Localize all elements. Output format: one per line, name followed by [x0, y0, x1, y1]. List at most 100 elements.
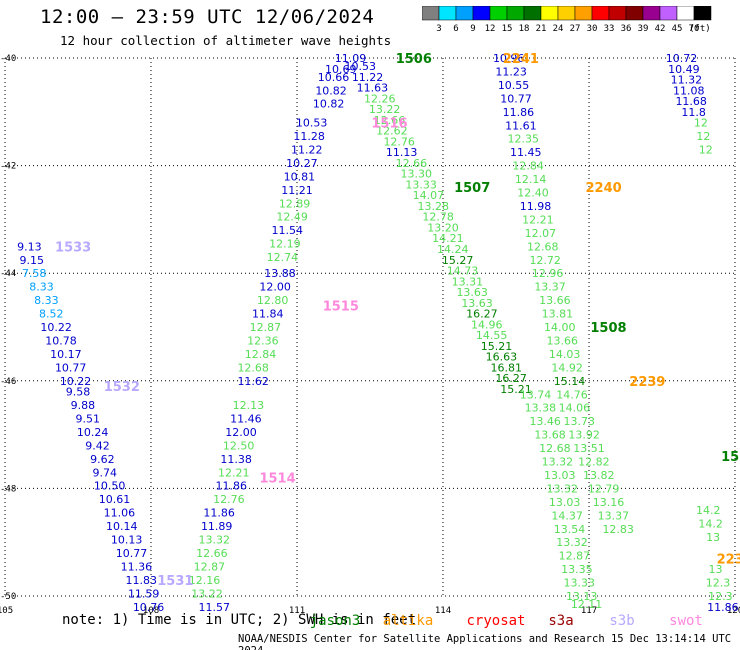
wave-height-value: 13.03 — [549, 496, 581, 509]
pass-label: 1533 — [55, 240, 91, 255]
wave-height-value: 15.27 — [442, 254, 474, 267]
wave-height-value: 12.76 — [213, 493, 245, 506]
wave-height-value: 13.32 — [542, 456, 574, 469]
wave-height-value: 13 — [709, 563, 723, 576]
wave-height-value: 13.51 — [573, 442, 605, 455]
wave-height-value: 13.46 — [529, 415, 561, 428]
color-scale-swatch — [693, 6, 712, 21]
wave-height-value: 11.32 — [671, 74, 703, 87]
wave-height-value: 12.76 — [383, 135, 415, 148]
wave-height-value: 12.87 — [250, 321, 282, 334]
wave-height-value: 14.21 — [432, 232, 464, 245]
wave-height-value: 13.66 — [539, 294, 571, 307]
wave-height-value: 12.11 — [571, 598, 603, 611]
satellite-legend-item: cryosat — [466, 613, 525, 629]
y-tick-label: -44 — [0, 269, 16, 279]
wave-height-value: 10.14 — [106, 520, 138, 533]
wave-height-value: 13.63 — [456, 286, 488, 299]
wave-height-value: 13.81 — [542, 308, 574, 321]
wave-height-value: 12.74 — [267, 251, 299, 264]
wave-height-value: 14.2 — [698, 517, 723, 530]
wave-height-value: 11.28 — [293, 130, 325, 143]
wave-height-value: 14.00 — [544, 321, 576, 334]
wave-height-value: 12.14 — [515, 173, 547, 186]
wave-height-value: 12.89 — [279, 197, 311, 210]
wave-height-value: 12.66 — [196, 547, 228, 560]
wave-height-value: 10.53 — [296, 117, 328, 130]
wave-height-value: 11.22 — [291, 143, 323, 156]
color-scale-tick: 9 — [470, 24, 475, 34]
wave-height-value: 16.81 — [491, 361, 523, 374]
wave-height-value: 11.68 — [675, 95, 707, 108]
color-scale-tick: 45 — [672, 24, 683, 34]
wave-height-value: 13.37 — [598, 509, 630, 522]
wave-height-value: 11.86 — [503, 106, 535, 119]
wave-height-value: 10.78 — [45, 334, 77, 347]
wave-height-value: 13.74 — [520, 388, 552, 401]
color-scale-unit: (ft) — [689, 24, 711, 34]
wave-height-value: 10.82 — [313, 98, 345, 111]
satellite-legend-item: altika — [383, 613, 434, 629]
wave-height-value: 9.88 — [71, 399, 96, 412]
satellite-legend-item: swot — [669, 613, 703, 629]
wave-height-value: 12.68 — [527, 240, 559, 253]
wave-height-value: 9.13 — [17, 240, 42, 253]
wave-height-value: 11.22 — [352, 71, 384, 84]
wave-height-value: 13.13 — [566, 590, 598, 603]
wave-height-value: 13.82 — [583, 469, 615, 482]
wave-height-value: 12.66 — [396, 157, 428, 170]
wave-height-value: 16.27 — [495, 372, 527, 385]
wave-height-value: 10.24 — [77, 426, 109, 439]
wave-height-value: 12 — [696, 130, 710, 143]
wave-height-value: 12.87 — [559, 550, 591, 563]
wave-height-value: 10.17 — [50, 348, 82, 361]
color-scale-tick: 39 — [638, 24, 649, 34]
wave-height-value: 13.03 — [544, 469, 576, 482]
wave-height-value: 12.07 — [525, 227, 557, 240]
wave-height-value: 15.21 — [500, 383, 532, 396]
wave-height-value: 16.63 — [486, 351, 518, 364]
wave-height-value: 10.82 — [315, 84, 347, 97]
color-scale-tick: 6 — [453, 24, 458, 34]
y-tick-label: -48 — [0, 484, 16, 494]
wave-height-value: 8.52 — [39, 308, 64, 321]
wave-height-value: 13.38 — [525, 402, 557, 415]
x-tick-label: 111 — [289, 606, 305, 616]
wave-height-value: 11.89 — [201, 520, 233, 533]
wave-height-value: 14.24 — [437, 243, 469, 256]
pass-label: 2239 — [629, 375, 665, 390]
pass-label: 1506 — [396, 52, 432, 67]
wave-height-value: 11.08 — [673, 84, 705, 97]
wave-height-value: 9.58 — [66, 386, 91, 399]
wave-height-value: 11.86 — [707, 601, 739, 614]
wave-height-value: 13.35 — [561, 563, 593, 576]
wave-height-value: 7.58 — [22, 267, 47, 280]
color-scale-tick: 18 — [519, 24, 530, 34]
wave-height-value: 10.27 — [286, 157, 318, 170]
wave-height-value: 13.28 — [418, 200, 450, 213]
note-text: note: 1) Time is in UTC; 2) SWH is in fe… — [62, 612, 416, 628]
wave-height-value: 12.3 — [706, 577, 731, 590]
wave-height-value: 11.09 — [335, 52, 367, 65]
wave-height-value: 14.92 — [551, 361, 583, 374]
wave-height-value: 12.40 — [517, 187, 549, 200]
pass-label: 1507 — [454, 181, 490, 196]
wave-height-value: 12.80 — [257, 294, 289, 307]
wave-height-value: 11.98 — [520, 200, 552, 213]
x-tick-label: 117 — [581, 606, 597, 616]
wave-height-value: 12.78 — [422, 211, 454, 224]
wave-height-value: 11.21 — [281, 184, 313, 197]
wave-height-value: 12.21 — [218, 466, 250, 479]
color-scale-tick: 36 — [621, 24, 632, 34]
wave-height-value: 12.84 — [512, 160, 544, 173]
wave-height-value: 9.15 — [20, 254, 45, 267]
wave-height-value: 12.36 — [247, 334, 279, 347]
color-scale-tick: 27 — [570, 24, 581, 34]
wave-height-value: 13.32 — [546, 482, 578, 495]
x-tick-label: 114 — [435, 606, 451, 616]
wave-height-value: 10.13 — [111, 534, 143, 547]
wave-height-value: 12.87 — [194, 560, 226, 573]
wave-height-value: 10.77 — [500, 92, 532, 105]
wave-height-value: 12 — [699, 143, 713, 156]
